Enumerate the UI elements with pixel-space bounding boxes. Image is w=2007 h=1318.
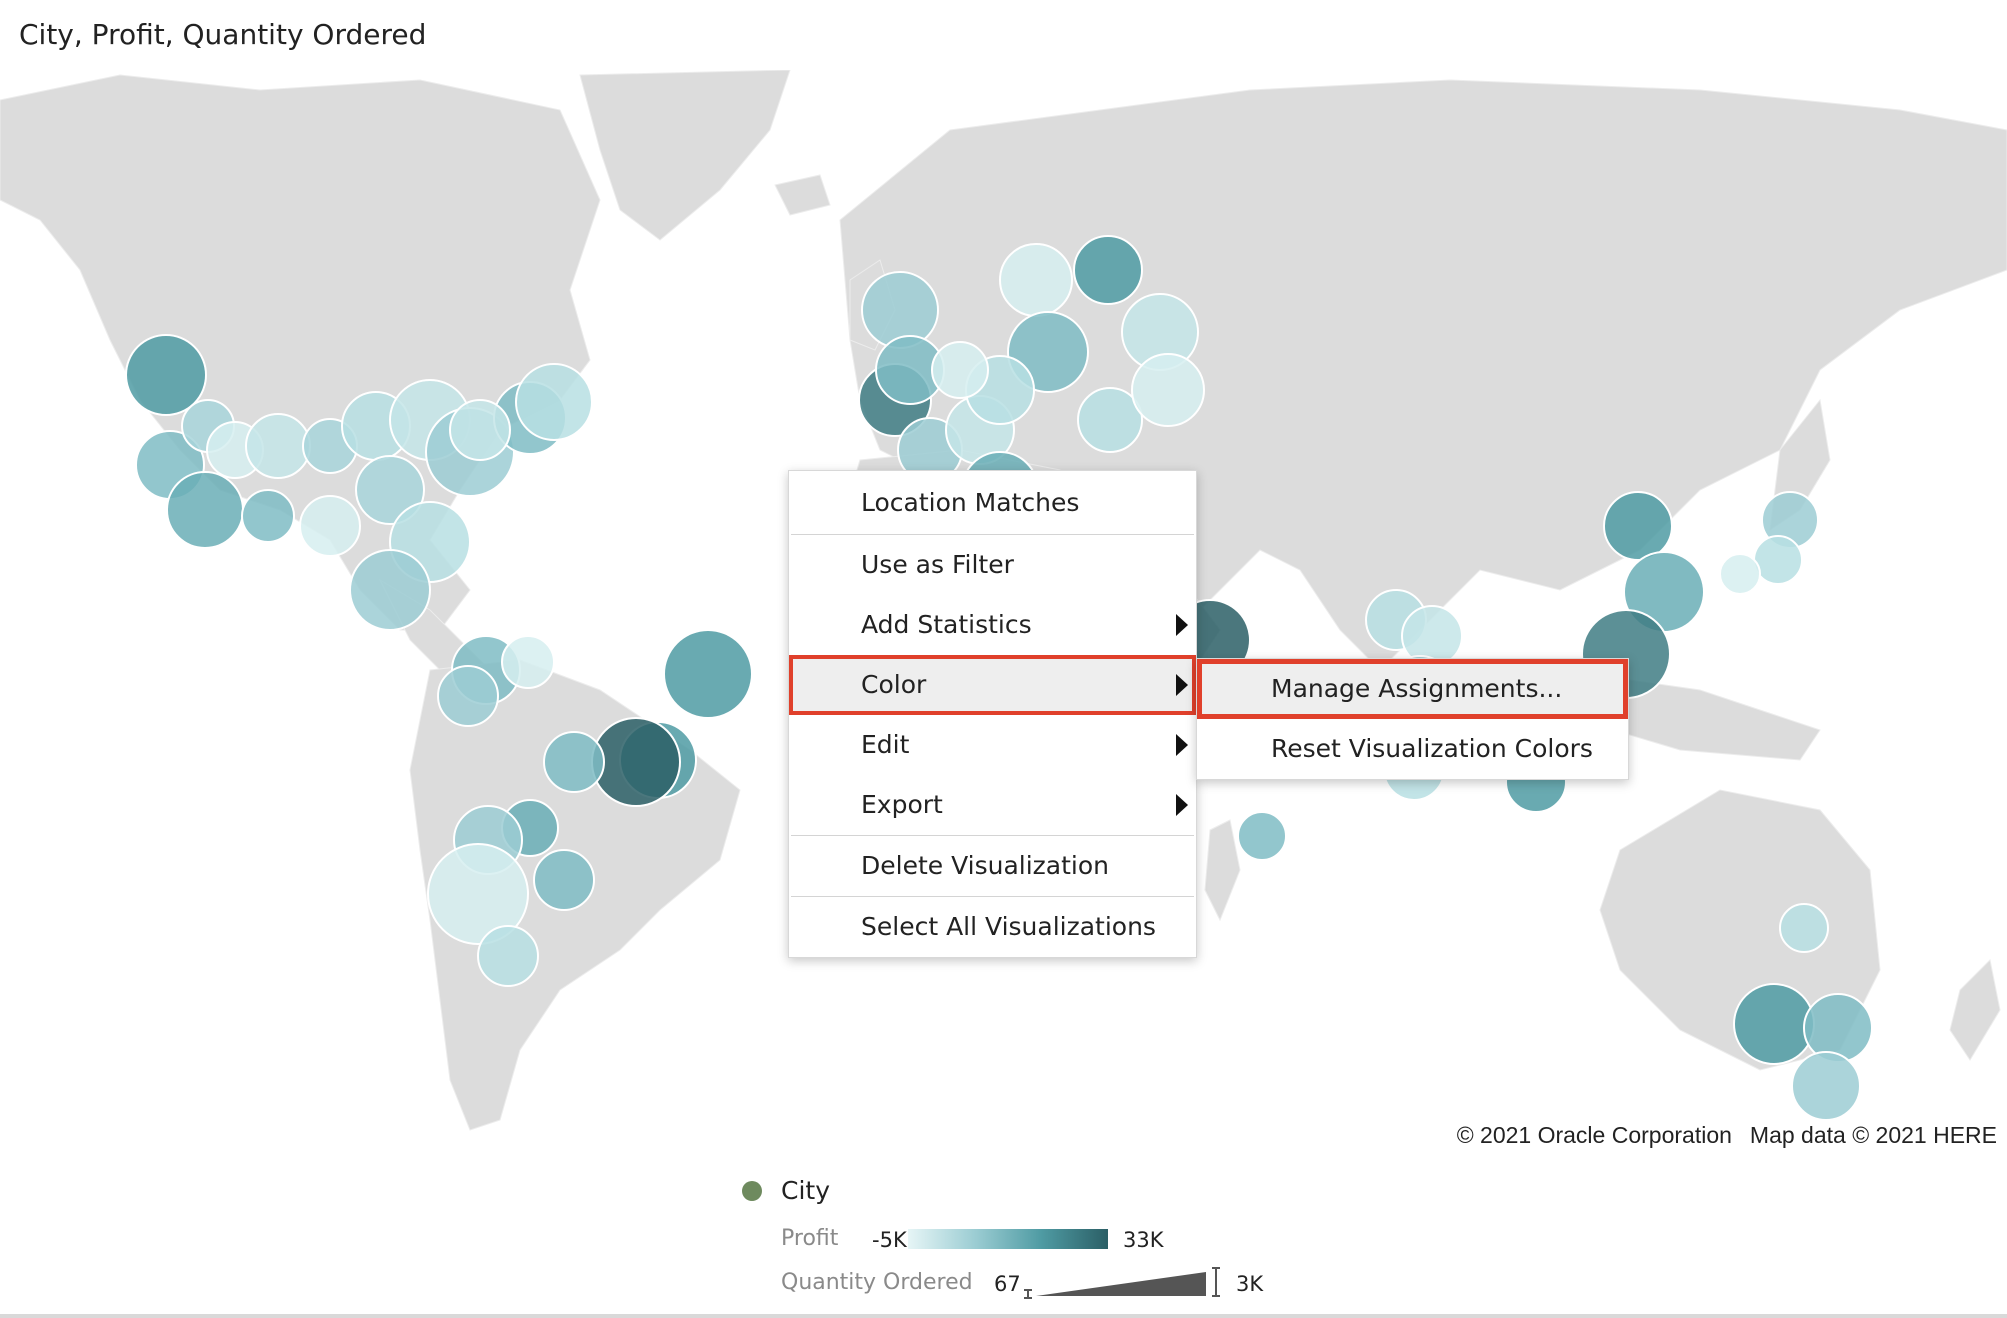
menu-item-location-matches[interactable]: Location Matches xyxy=(861,488,1080,517)
legend-quantity-max: 3K xyxy=(1236,1272,1264,1296)
menu-item-reset-visualization-colors[interactable]: Reset Visualization Colors xyxy=(1271,734,1593,763)
menu-item-label: Edit xyxy=(861,730,910,759)
menu-item-export[interactable]: Export xyxy=(789,775,1196,835)
menu-divider xyxy=(791,835,1194,836)
profit-gradient-bar xyxy=(908,1229,1108,1249)
menu-item-label: Color xyxy=(861,670,927,699)
legend-profit-max: 33K xyxy=(1123,1228,1164,1252)
new-zealand-land xyxy=(1949,958,2001,1061)
menu-item-label: Export xyxy=(861,790,943,819)
legend-profit-min: -5K xyxy=(872,1228,907,1252)
submenu-arrow-icon xyxy=(1176,674,1188,696)
context-menu: Location Matches Use as Filter Add Stati… xyxy=(788,470,1197,958)
legend-quantity-min: 67 xyxy=(994,1272,1021,1296)
north-america-land xyxy=(0,74,601,631)
menu-item-edit[interactable]: Edit xyxy=(789,715,1196,775)
map-attribution: © 2021 Oracle Corporation Map data © 2021… xyxy=(1439,1122,1997,1149)
legend-size-measure-label: Quantity Ordered xyxy=(781,1270,973,1295)
submenu-arrow-icon xyxy=(1176,734,1188,756)
menu-item-label: Add Statistics xyxy=(861,610,1032,639)
menu-item-add-statistics[interactable]: Add Statistics xyxy=(789,595,1196,655)
menu-item-delete-visualization[interactable]: Delete Visualization xyxy=(861,851,1109,880)
submenu-arrow-icon xyxy=(1176,794,1188,816)
menu-item-use-as-filter[interactable]: Use as Filter xyxy=(861,550,1014,579)
color-submenu: Manage Assignments... Reset Visualizatio… xyxy=(1196,658,1629,780)
legend-category-label[interactable]: City xyxy=(781,1176,830,1205)
menu-item-manage-assignments[interactable]: Manage Assignments... xyxy=(1197,659,1628,719)
menu-item-color[interactable]: Color xyxy=(789,655,1196,715)
city-legend-dot-icon xyxy=(742,1181,762,1201)
menu-item-select-all-visualizations[interactable]: Select All Visualizations xyxy=(861,912,1156,941)
legend-color-measure-label: Profit xyxy=(781,1226,839,1251)
menu-divider xyxy=(791,534,1194,535)
visualization-title: City, Profit, Quantity Ordered xyxy=(19,18,427,51)
map-data-text: Map data © 2021 HERE xyxy=(1749,1122,1997,1148)
bottom-divider xyxy=(0,1314,2007,1318)
copyright-text: © 2021 Oracle Corporation xyxy=(1456,1122,1732,1148)
quantity-size-wedge-icon xyxy=(1024,1267,1220,1299)
greenland-land xyxy=(579,70,791,241)
menu-divider xyxy=(791,896,1194,897)
madagascar-land xyxy=(1204,819,1241,922)
iceland-land xyxy=(774,174,831,216)
submenu-arrow-icon xyxy=(1176,614,1188,636)
map-legend: City Profit -5K 33K Quantity Ordered 67 … xyxy=(0,1160,2007,1318)
